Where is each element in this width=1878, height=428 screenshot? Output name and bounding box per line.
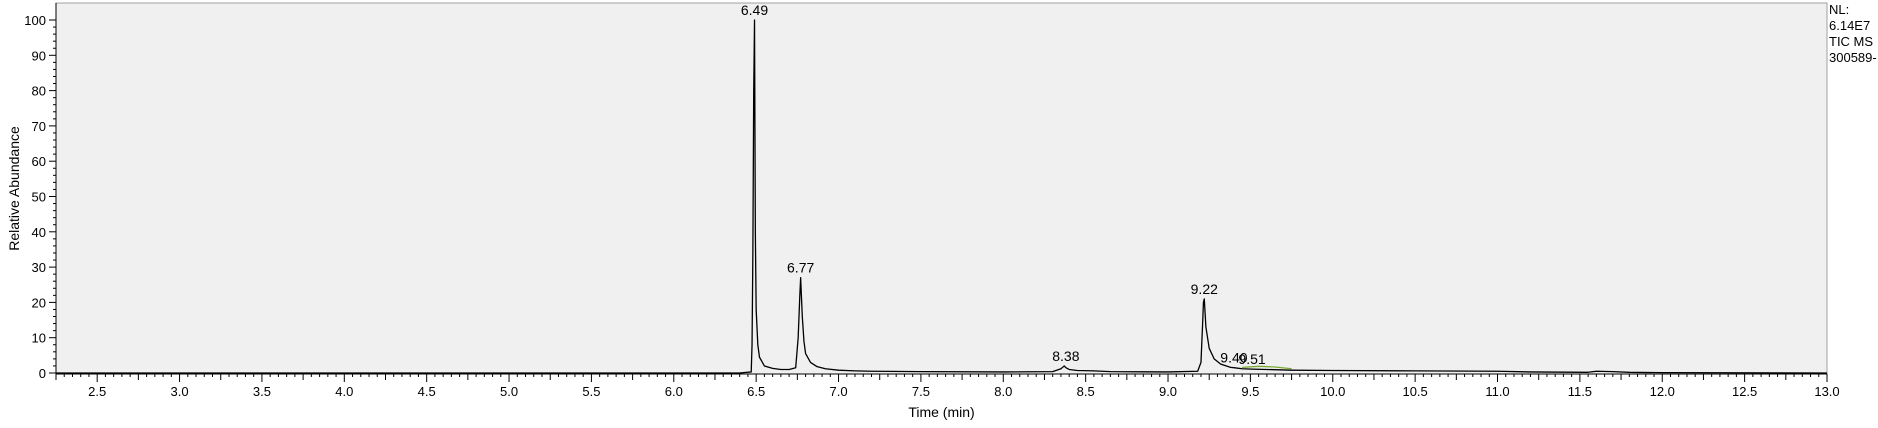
peak-labels: 6.49 6.77 8.38 9.22 9.409.51	[741, 2, 1266, 367]
peak-label: 9.40	[1220, 350, 1247, 366]
y-tick-label: 50	[32, 190, 46, 205]
trace-type: TIC MS	[1829, 34, 1874, 49]
x-tick-label: 2.5	[88, 384, 106, 399]
x-tick-label: 5.5	[582, 384, 600, 399]
x-tick-label: 10.0	[1320, 384, 1345, 399]
x-axis-title: Time (min)	[908, 404, 974, 420]
axis-ticks: 2.5 3.0 3.5 4.0 4.5 5.0 5.5 6.0 6.5 7.0 7.5 8.0 8.5 9…	[24, 13, 1839, 399]
y-tick-label: 10	[32, 331, 46, 346]
y-tick-label: 90	[32, 48, 46, 63]
y-tick-label: 80	[32, 84, 46, 99]
x-tick-label: 12.5	[1732, 384, 1757, 399]
series-layer	[56, 19, 1828, 374]
x-tick-label: 4.5	[418, 384, 436, 399]
x-tick-label: 8.0	[994, 384, 1012, 399]
x-tick-label: 6.0	[665, 384, 683, 399]
trace-info-panel: NL: 6.14E7 TIC MS 300589-	[1829, 2, 1878, 66]
y-tick-label: 30	[32, 260, 46, 275]
y-tick-label: 60	[32, 154, 46, 169]
x-tick-label: 11.0	[1485, 384, 1509, 399]
x-tick-label: 7.5	[912, 384, 930, 399]
x-tick-label: 5.0	[500, 384, 518, 399]
plot-area	[55, 2, 1828, 375]
peak-label: 9.22	[1191, 281, 1218, 297]
y-tick-label: 0	[39, 366, 46, 381]
file-name: 300589-	[1829, 50, 1877, 65]
nl-label: NL:	[1829, 2, 1850, 17]
peak-label: 9.51	[1238, 351, 1265, 367]
x-tick-label: 10.5	[1402, 384, 1427, 399]
y-tick-label: 20	[32, 295, 46, 310]
chromatogram-trace	[56, 19, 1828, 374]
y-tick-label: 40	[32, 225, 46, 240]
x-tick-label: 3.0	[171, 384, 189, 399]
peak-label: 8.38	[1052, 348, 1079, 364]
x-tick-label: 8.5	[1077, 384, 1095, 399]
x-tick-label: 11.5	[1568, 384, 1592, 399]
x-tick-label: 7.0	[829, 384, 847, 399]
y-axis-title: Relative Abundance	[6, 126, 22, 251]
x-tick-label: 9.0	[1159, 384, 1177, 399]
y-tick-label: 100	[24, 13, 46, 28]
x-tick-label: 6.5	[747, 384, 765, 399]
y-tick-label: 70	[32, 119, 46, 134]
x-tick-label: 13.0	[1814, 384, 1839, 399]
x-tick-label: 9.5	[1241, 384, 1259, 399]
x-tick-label: 3.5	[253, 384, 271, 399]
peak-label: 6.49	[741, 2, 768, 18]
peak-label: 6.77	[787, 260, 814, 276]
x-tick-label: 12.0	[1650, 384, 1675, 399]
x-tick-label: 4.0	[335, 384, 353, 399]
nl-value: 6.14E7	[1829, 18, 1871, 33]
chromatogram-trace	[1242, 365, 1292, 370]
